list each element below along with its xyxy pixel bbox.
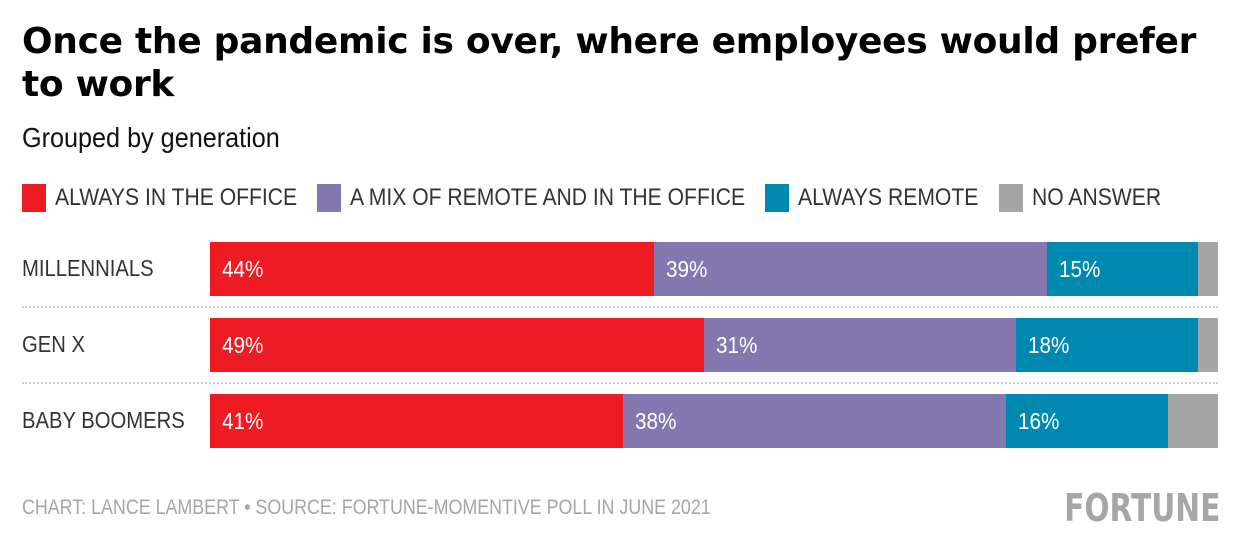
category-label: BABY BOOMERS xyxy=(22,407,185,433)
legend-swatch-no-answer xyxy=(998,184,1023,212)
data-label: 49% xyxy=(222,332,264,358)
bar-segment xyxy=(210,242,654,296)
legend-label: A MIX OF REMOTE AND IN THE OFFICE xyxy=(350,184,746,211)
bar-segment xyxy=(210,394,623,448)
data-label: 44% xyxy=(222,256,264,282)
legend-swatch-always-remote xyxy=(765,184,790,212)
legend-item-always-remote: ALWAYS REMOTE xyxy=(765,184,979,212)
data-label: 15% xyxy=(1059,256,1101,282)
legend-item-no-answer: NO ANSWER xyxy=(998,184,1161,212)
bar-segment xyxy=(1198,318,1218,372)
legend-label: NO ANSWER xyxy=(1031,184,1161,211)
chart-subtitle: Grouped by generation xyxy=(22,122,280,153)
bar-segment xyxy=(1198,242,1218,296)
row-separator xyxy=(22,382,1218,384)
legend-swatch-always-office xyxy=(22,184,46,212)
data-label: 18% xyxy=(1028,332,1070,358)
legend-label: ALWAYS IN THE OFFICE xyxy=(55,184,298,211)
bar-segment xyxy=(1047,242,1198,296)
bar-segment xyxy=(654,242,1047,296)
bar-segment xyxy=(1168,394,1218,448)
row-separator xyxy=(22,306,1218,308)
data-label: 39% xyxy=(666,256,708,282)
legend-item-always-office: ALWAYS IN THE OFFICE xyxy=(22,184,297,212)
data-label: 41% xyxy=(222,408,264,434)
bar-segment xyxy=(623,394,1006,448)
chart-footer-credit: CHART: LANCE LAMBERT • SOURCE: FORTUNE-M… xyxy=(22,496,711,519)
category-label: MILLENNIALS xyxy=(22,255,154,281)
data-label: 38% xyxy=(635,408,677,434)
legend-label: ALWAYS REMOTE xyxy=(798,184,979,211)
legend-swatch-mix xyxy=(317,184,342,212)
bar-segment xyxy=(704,318,1016,372)
legend-item-mix: A MIX OF REMOTE AND IN THE OFFICE xyxy=(317,184,745,212)
bar-segment xyxy=(210,318,704,372)
bar-segment xyxy=(1006,394,1168,448)
data-label: 31% xyxy=(716,332,758,358)
data-label: 16% xyxy=(1018,408,1060,434)
category-label: GEN X xyxy=(22,331,85,357)
fortune-logo: FORTUNE xyxy=(1063,486,1220,530)
chart-title: Once the pandemic is over, where employe… xyxy=(22,21,1197,105)
legend: ALWAYS IN THE OFFICE A MIX OF REMOTE AND… xyxy=(22,184,1180,212)
bar-segment xyxy=(1016,318,1198,372)
